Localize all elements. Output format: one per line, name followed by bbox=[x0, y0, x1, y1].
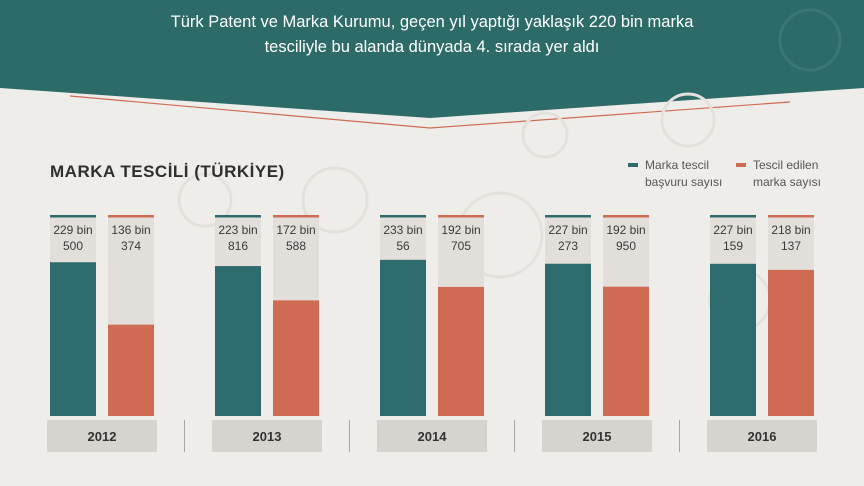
chart-title: MARKA TESCİLİ (TÜRKİYE) bbox=[50, 162, 285, 181]
year-band bbox=[707, 420, 817, 452]
year-label: 2015 bbox=[583, 429, 612, 444]
bar-top-line bbox=[768, 215, 814, 218]
bar-top-line bbox=[50, 215, 96, 218]
bar-top-line bbox=[108, 215, 154, 218]
headline-line-1: Türk Patent ve Marka Kurumu, geçen yıl y… bbox=[170, 13, 694, 31]
year-label: 2016 bbox=[748, 429, 777, 444]
legend-item-registrations: Tescil edilen marka sayısı bbox=[736, 157, 821, 191]
data-label: 227 bin bbox=[713, 223, 752, 237]
data-label: 137 bbox=[781, 239, 801, 253]
bar bbox=[215, 266, 261, 416]
data-label: 218 bin bbox=[771, 223, 810, 237]
legend-label-applications-line-2: başvuru sayısı bbox=[645, 175, 723, 189]
year-label: 2012 bbox=[88, 429, 117, 444]
headline-line-2: tesciliyle bu alanda dünyada 4. sırada y… bbox=[264, 38, 600, 56]
bar-top-line bbox=[215, 215, 261, 218]
data-label: 374 bbox=[121, 239, 141, 253]
bar bbox=[50, 262, 96, 416]
legend-swatch-registrations bbox=[736, 163, 746, 167]
data-label: 56 bbox=[396, 239, 410, 253]
data-label: 223 bin bbox=[218, 223, 257, 237]
data-label: 192 bin bbox=[441, 223, 480, 237]
bar bbox=[438, 286, 484, 416]
data-label: 172 bin bbox=[276, 223, 315, 237]
year-band bbox=[47, 420, 157, 452]
bar bbox=[108, 324, 154, 416]
header-accent-line bbox=[69, 95, 791, 129]
bar bbox=[273, 300, 319, 416]
data-label: 192 bin bbox=[606, 223, 645, 237]
headline: Türk Patent ve Marka Kurumu, geçen yıl y… bbox=[0, 10, 864, 60]
header-banner bbox=[0, 0, 864, 118]
bar-top-line bbox=[438, 215, 484, 218]
bar-top-line bbox=[273, 215, 319, 218]
bar bbox=[768, 269, 814, 416]
year-label: 2014 bbox=[418, 429, 448, 444]
bar bbox=[545, 263, 591, 416]
bar-top-line bbox=[380, 215, 426, 218]
bar-top-line bbox=[603, 215, 649, 218]
bar-top-line bbox=[710, 215, 756, 218]
data-label: 950 bbox=[616, 239, 636, 253]
year-band bbox=[542, 420, 652, 452]
legend-item-applications: Marka tescil başvuru sayısı bbox=[628, 157, 722, 191]
data-label: 500 bbox=[63, 239, 83, 253]
data-label: 816 bbox=[228, 239, 248, 253]
year-label: 2013 bbox=[253, 429, 282, 444]
legend-label-registrations-line-1: Tescil edilen bbox=[753, 158, 819, 172]
year-band bbox=[377, 420, 487, 452]
legend-label-registrations-line-2: marka sayısı bbox=[753, 175, 822, 189]
year-band bbox=[212, 420, 322, 452]
data-label: 136 bin bbox=[111, 223, 150, 237]
data-label: 233 bin bbox=[383, 223, 422, 237]
legend-label-applications-line-1: Marka tescil bbox=[645, 158, 710, 172]
bar bbox=[603, 286, 649, 416]
bar bbox=[710, 263, 756, 416]
bar bbox=[380, 259, 426, 416]
data-label: 229 bin bbox=[53, 223, 92, 237]
data-label: 227 bin bbox=[548, 223, 587, 237]
data-label: 159 bbox=[723, 239, 743, 253]
bar-top-line bbox=[545, 215, 591, 218]
data-label: 705 bbox=[451, 239, 471, 253]
data-label: 588 bbox=[286, 239, 306, 253]
data-label: 273 bbox=[558, 239, 578, 253]
legend-swatch-applications bbox=[628, 163, 638, 167]
